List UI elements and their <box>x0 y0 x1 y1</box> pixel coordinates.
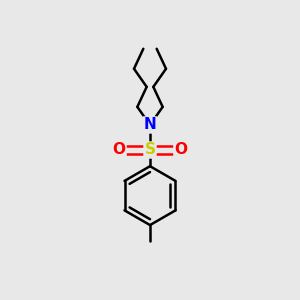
Text: O: O <box>112 142 126 158</box>
Text: S: S <box>145 142 155 158</box>
Text: O: O <box>174 142 188 158</box>
Text: N: N <box>144 118 156 133</box>
